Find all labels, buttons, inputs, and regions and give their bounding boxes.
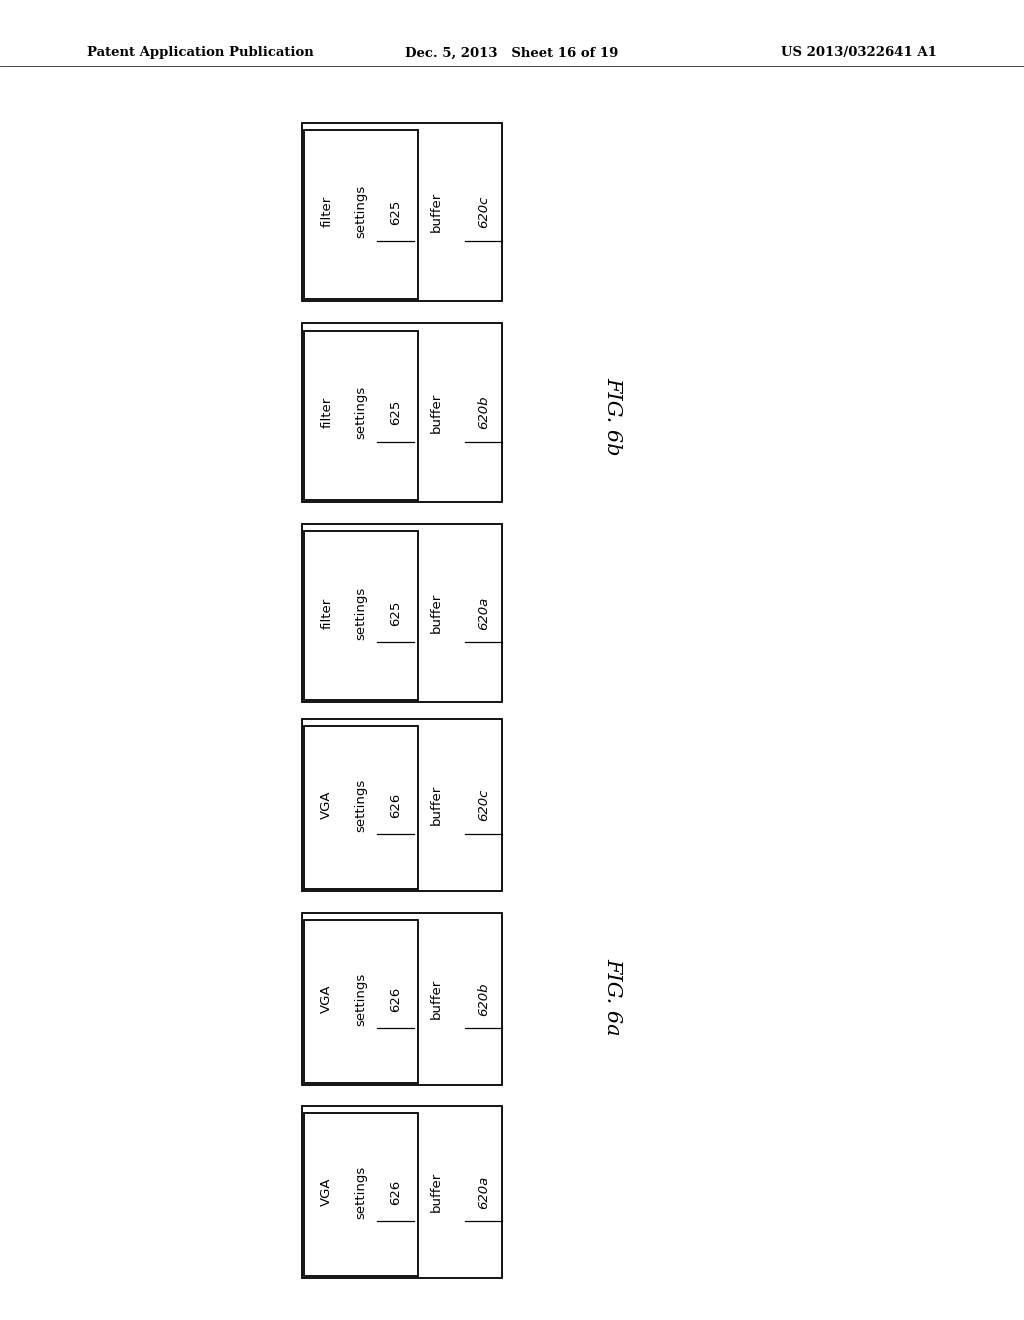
Text: 625: 625 <box>389 199 401 224</box>
Text: buffer: buffer <box>430 979 442 1019</box>
Bar <box>304 330 418 500</box>
Text: Dec. 5, 2013   Sheet 16 of 19: Dec. 5, 2013 Sheet 16 of 19 <box>406 46 618 59</box>
Bar <box>302 913 502 1085</box>
Text: US 2013/0322641 A1: US 2013/0322641 A1 <box>781 46 937 59</box>
Text: 620a: 620a <box>477 597 489 630</box>
Text: VGA: VGA <box>321 985 334 1014</box>
Text: 626: 626 <box>389 792 401 818</box>
Text: 620c: 620c <box>477 789 489 821</box>
Text: 620a: 620a <box>477 1175 489 1209</box>
Text: 620b: 620b <box>477 982 489 1016</box>
Bar <box>304 1113 418 1276</box>
Text: buffer: buffer <box>430 593 442 634</box>
Text: VGA: VGA <box>321 1177 334 1206</box>
Bar <box>302 524 502 702</box>
Text: Patent Application Publication: Patent Application Publication <box>87 46 313 59</box>
Text: settings: settings <box>354 1166 368 1218</box>
Text: buffer: buffer <box>430 392 442 433</box>
Text: settings: settings <box>354 973 368 1026</box>
Text: buffer: buffer <box>430 191 442 232</box>
Bar <box>302 323 502 502</box>
Bar <box>304 129 418 300</box>
Bar <box>304 920 418 1084</box>
Text: 625: 625 <box>389 601 401 626</box>
Text: 620c: 620c <box>477 195 489 228</box>
Text: 626: 626 <box>389 986 401 1012</box>
Bar <box>302 1106 502 1278</box>
Text: buffer: buffer <box>430 785 442 825</box>
Bar <box>304 531 418 701</box>
Text: buffer: buffer <box>430 1172 442 1212</box>
Text: 620b: 620b <box>477 396 489 429</box>
Text: 626: 626 <box>389 1179 401 1205</box>
Text: 625: 625 <box>389 400 401 425</box>
Bar <box>302 123 502 301</box>
Text: settings: settings <box>354 185 368 239</box>
Text: VGA: VGA <box>321 791 334 820</box>
Text: settings: settings <box>354 586 368 640</box>
Text: filter: filter <box>321 598 334 628</box>
Text: FIG. 6b: FIG. 6b <box>603 376 622 455</box>
Text: settings: settings <box>354 385 368 440</box>
Text: filter: filter <box>321 397 334 428</box>
Text: FIG. 6a: FIG. 6a <box>603 958 622 1035</box>
Bar <box>302 719 502 891</box>
Text: filter: filter <box>321 197 334 227</box>
Bar <box>304 726 418 890</box>
Text: settings: settings <box>354 779 368 832</box>
